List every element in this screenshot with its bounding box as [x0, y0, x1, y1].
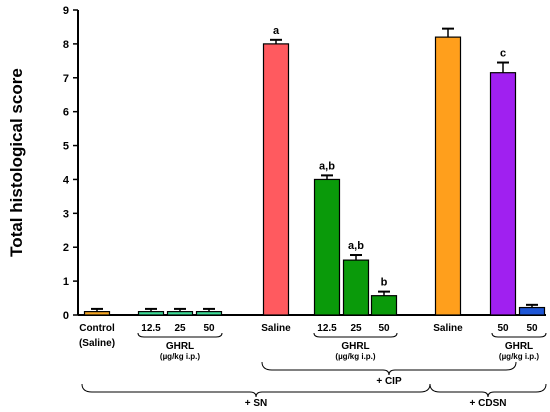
- bar: [137, 311, 165, 316]
- bar: [434, 36, 462, 316]
- category-label: 12.5: [141, 323, 161, 334]
- bar-annotation: c: [500, 48, 506, 60]
- category-label: (Saline): [79, 338, 115, 349]
- category-label: Control: [79, 323, 115, 334]
- bar-annotation: a,b: [319, 160, 335, 172]
- y-tick-label: 7: [63, 73, 69, 85]
- category-label: 50: [378, 323, 390, 334]
- category-label: 12.5: [317, 323, 337, 334]
- y-axis-label: Total histological score: [7, 68, 26, 257]
- bar: [489, 72, 517, 316]
- cdsn-label: + CDSN: [470, 398, 507, 409]
- y-tick-label: 2: [63, 242, 69, 254]
- y-tick-label: 8: [63, 39, 69, 51]
- category-label: 50: [203, 323, 215, 334]
- category-label: Saline: [261, 323, 291, 334]
- bar: [342, 259, 370, 316]
- y-tick-label: 4: [63, 174, 70, 186]
- y-tick-label: 5: [63, 141, 69, 153]
- category-label: 50: [497, 323, 509, 334]
- group-label: GHRL: [505, 341, 533, 352]
- group-bracket: [137, 332, 223, 338]
- y-tick-label: 6: [63, 107, 69, 119]
- cdsn-brace: [429, 383, 547, 398]
- category-label: 25: [174, 323, 186, 334]
- bar: [262, 43, 290, 316]
- y-tick-label: 3: [63, 208, 69, 220]
- group-sublabel: (µg/kg i.p.): [335, 352, 375, 361]
- cip-brace: [261, 361, 517, 376]
- bar-annotation: b: [381, 277, 388, 289]
- group-bracket: [313, 332, 398, 338]
- group-bracket: [491, 332, 547, 338]
- category-label: 25: [350, 323, 362, 334]
- y-tick-label: 1: [63, 276, 69, 288]
- y-tick-label: 9: [63, 5, 69, 17]
- sn-label: + SN: [245, 398, 268, 409]
- category-label: Saline: [433, 323, 463, 334]
- y-tick-label: 0: [63, 310, 69, 322]
- group-sublabel: (µg/kg i.p.): [499, 352, 539, 361]
- group-label: GHRL: [166, 341, 194, 352]
- bar: [166, 311, 194, 316]
- chart-bars: [83, 27, 546, 316]
- bar-annotation: a,b: [348, 240, 364, 252]
- sn-brace: [81, 383, 431, 398]
- category-label: 50: [526, 323, 538, 334]
- bar: [83, 311, 111, 316]
- bar: [313, 178, 341, 316]
- cip-label: + CIP: [376, 376, 402, 387]
- bar-annotation: a: [273, 25, 280, 37]
- group-label: GHRL: [341, 341, 369, 352]
- bar: [195, 311, 223, 316]
- bar: [370, 295, 398, 316]
- bar: [518, 306, 546, 316]
- group-sublabel: (µg/kg i.p.): [160, 352, 200, 361]
- chart-labels: a a,b a,b b c Control (Saline) 12.5 25 50 Saline 12…: [79, 25, 547, 409]
